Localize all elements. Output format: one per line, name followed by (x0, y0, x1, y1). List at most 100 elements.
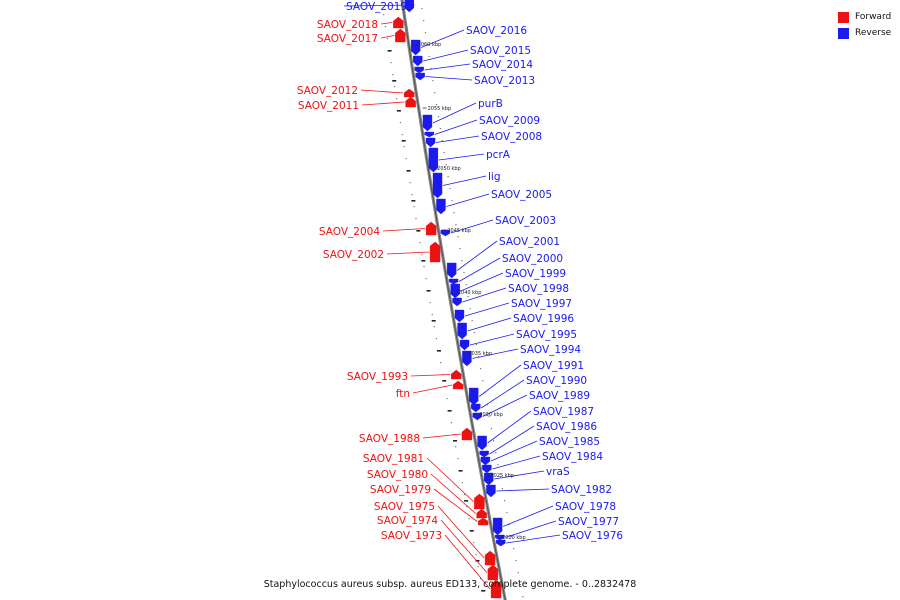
gene-feature-saov-1978[interactable] (492, 517, 503, 536)
gene-feature-saov-1994[interactable] (462, 350, 472, 367)
gene-feature-saov-1999[interactable] (450, 283, 460, 299)
gene-label-saov-1977[interactable]: SAOV_1977 (558, 516, 619, 528)
gene-feature-saov-1984[interactable] (482, 464, 492, 474)
gene-label-saov-2017[interactable]: SAOV_2017 (317, 33, 378, 45)
track-dot (403, 146, 405, 148)
gene-feature-saov-2004[interactable] (425, 221, 437, 236)
gene-label-saov-2005[interactable]: SAOV_2005 (491, 189, 552, 201)
gene-feature-saov-1974[interactable] (487, 564, 499, 581)
gene-label-saov-1979[interactable]: SAOV_1979 (370, 484, 431, 496)
gene-label-saov-1997[interactable]: SAOV_1997 (511, 298, 572, 310)
gene-feature-saov-2011[interactable] (405, 96, 416, 108)
track-dot (429, 302, 431, 304)
gene-feature-saov-1996[interactable] (457, 322, 467, 340)
gene-label-saov-1976[interactable]: SAOV_1976 (562, 530, 623, 542)
gene-label-saov-1987[interactable]: SAOV_1987 (533, 406, 594, 418)
gene-feature-saov-2018[interactable] (393, 16, 404, 29)
gene-label-saov-2008[interactable]: SAOV_2008 (481, 131, 542, 143)
gene-feature-saov-1988[interactable] (461, 427, 473, 441)
gene-feature-saov-2014[interactable] (414, 66, 424, 74)
gene-feature-saov-2013[interactable] (415, 72, 425, 81)
gene-label-saov-2004[interactable]: SAOV_2004 (319, 226, 380, 238)
gene-feature-saov-1982[interactable] (486, 484, 496, 498)
gene-label-lig[interactable]: lig (488, 171, 501, 183)
gene-label-saov-1993[interactable]: SAOV_1993 (347, 371, 408, 383)
gene-label-saov-1996[interactable]: SAOV_1996 (513, 313, 574, 325)
gene-feature-saov-1977[interactable] (494, 534, 505, 541)
gene-label-saov-1995[interactable]: SAOV_1995 (516, 329, 577, 341)
gene-feature-saov-1975[interactable] (484, 550, 496, 566)
gene-label-saov-1980[interactable]: SAOV_1980 (367, 469, 428, 481)
gene-label-saov-1998[interactable]: SAOV_1998 (508, 283, 569, 295)
gene-feature-vras[interactable] (484, 472, 494, 486)
gene-feature-saov-2001[interactable] (446, 262, 457, 279)
gene-label-purb[interactable]: purB (478, 98, 503, 110)
gene-feature-saov-1985[interactable] (480, 456, 491, 466)
tick-label: 2040 kbp (458, 290, 482, 296)
track-dot (433, 326, 435, 328)
gene-feature-saov-2002[interactable] (429, 241, 441, 263)
gene-feature-saov-2005[interactable] (436, 198, 446, 215)
gene-label-saov-2000[interactable]: SAOV_2000 (502, 253, 563, 265)
gene-label-saov-2009[interactable]: SAOV_2009 (479, 115, 540, 127)
gene-label-saov-1982[interactable]: SAOV_1982 (551, 484, 612, 496)
gene-label-ftn[interactable]: ftn (396, 388, 410, 400)
gene-feature-saov-2012[interactable] (404, 88, 415, 98)
gene-label-saov-2011[interactable]: SAOV_2011 (298, 100, 359, 112)
gene-label-saov-1973[interactable]: SAOV_1973 (381, 530, 442, 542)
gene-label-saov-1978[interactable]: SAOV_1978 (555, 501, 616, 513)
gene-label-saov-1994[interactable]: SAOV_1994 (520, 344, 581, 356)
gene-feature-saov-1995[interactable] (459, 339, 470, 351)
gene-feature-saov-2003[interactable] (440, 229, 451, 237)
gene-label-saov-2012[interactable]: SAOV_2012 (297, 85, 358, 97)
gene-feature-pcra[interactable] (428, 147, 439, 173)
gene-label-saov-1981[interactable]: SAOV_1981 (363, 453, 424, 465)
gene-feature-saov-2017[interactable] (395, 28, 406, 43)
gene-label-saov-1974[interactable]: SAOV_1974 (377, 515, 438, 527)
gene-label-saov-2003[interactable]: SAOV_2003 (495, 215, 556, 227)
gene-label-saov-1990[interactable]: SAOV_1990 (526, 375, 587, 387)
gene-feature-saov-1990[interactable] (471, 403, 481, 413)
gene-label-saov-1988[interactable]: SAOV_1988 (359, 433, 420, 445)
gene-feature-saov-1987[interactable] (477, 435, 487, 451)
gene-feature-saov-2000[interactable] (448, 278, 459, 285)
gene-label-saov-1984[interactable]: SAOV_1984 (542, 451, 603, 463)
gene-label-saov-1975[interactable]: SAOV_1975 (374, 501, 435, 513)
gene-label-saov-2001[interactable]: SAOV_2001 (499, 236, 560, 248)
gene-feature-saov-1979[interactable] (477, 517, 489, 526)
gene-label-saov-2015[interactable]: SAOV_2015 (470, 45, 531, 57)
gene-feature-saov-2015[interactable] (413, 55, 423, 67)
gene-feature-saov-2009[interactable] (424, 131, 434, 138)
gene-label-saov-1991[interactable]: SAOV_1991 (523, 360, 584, 372)
gene-feature-purb[interactable] (422, 114, 433, 132)
gene-feature-lig[interactable] (432, 172, 443, 199)
track-dot (479, 578, 482, 580)
gene-label-saov-2016[interactable]: SAOV_2016 (466, 25, 527, 37)
gene-label-saov-1989[interactable]: SAOV_1989 (529, 390, 590, 402)
gene-label-saov-1986[interactable]: SAOV_1986 (536, 421, 597, 433)
gene-label-vras[interactable]: vraS (546, 466, 570, 478)
gene-feature-saov-1980[interactable] (476, 508, 487, 519)
gene-feature-saov-1997[interactable] (454, 309, 465, 323)
gene-label-saov-2018[interactable]: SAOV_2018 (317, 19, 378, 31)
gene-label-pcra[interactable]: pcrA (486, 149, 511, 161)
gene-feature-saov-1976[interactable] (496, 539, 506, 547)
gene-feature-saov-2008[interactable] (425, 137, 436, 148)
gene-label-saov-2019[interactable]: SAOV_2019 (346, 1, 407, 13)
gene-feature-saov-1991[interactable] (468, 387, 479, 406)
gene-feature-saov-1993[interactable] (451, 369, 462, 380)
gene-label-saov-2013[interactable]: SAOV_2013 (474, 75, 535, 87)
gene-feature-saov-1981[interactable] (474, 493, 485, 510)
gene-label-saov-2002[interactable]: SAOV_2002 (323, 249, 384, 261)
gene-feature-saov-1986[interactable] (479, 450, 489, 458)
gene-feature-saov-1998[interactable] (452, 297, 462, 307)
track-dot (449, 188, 451, 190)
gene-label-saov-1999[interactable]: SAOV_1999 (505, 268, 566, 280)
gene-feature-saov-1989[interactable] (472, 412, 482, 421)
gene-label-saov-2014[interactable]: SAOV_2014 (472, 59, 533, 71)
gene-label-saov-1985[interactable]: SAOV_1985 (539, 436, 600, 448)
gene-feature-ftn[interactable] (452, 380, 464, 390)
gene-feature-saov-1973[interactable] (490, 579, 502, 599)
leader-line-saov-1974 (440, 519, 488, 573)
gene-feature-saov-2019[interactable] (404, 0, 414, 13)
